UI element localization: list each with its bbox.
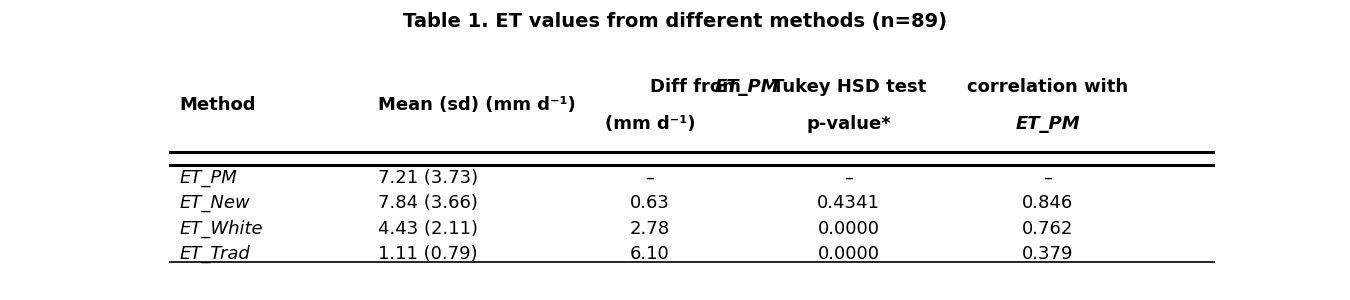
- Text: 1.11 (0.79): 1.11 (0.79): [378, 245, 478, 263]
- Text: Diff from: Diff from: [651, 78, 747, 96]
- Text: 2.78: 2.78: [630, 220, 670, 238]
- Text: Method: Method: [180, 96, 255, 114]
- Text: ET_PM: ET_PM: [716, 78, 779, 96]
- Text: 0.762: 0.762: [1022, 220, 1073, 238]
- Text: –: –: [844, 169, 853, 187]
- Text: Mean (sd) (mm d⁻¹): Mean (sd) (mm d⁻¹): [378, 96, 575, 114]
- Text: ET_New: ET_New: [180, 194, 250, 212]
- Text: 0.63: 0.63: [630, 194, 670, 212]
- Text: correlation with: correlation with: [967, 78, 1129, 96]
- Text: Tukey HSD test: Tukey HSD test: [772, 78, 926, 96]
- Text: 7.21 (3.73): 7.21 (3.73): [378, 169, 478, 187]
- Text: 0.0000: 0.0000: [818, 220, 880, 238]
- Text: 0.4341: 0.4341: [817, 194, 880, 212]
- Text: ET_PM: ET_PM: [1015, 115, 1080, 133]
- Text: –: –: [1044, 169, 1052, 187]
- Text: 0.379: 0.379: [1022, 245, 1073, 263]
- Text: 4.43 (2.11): 4.43 (2.11): [378, 220, 478, 238]
- Text: ET_Trad: ET_Trad: [180, 245, 250, 263]
- Text: 0.846: 0.846: [1022, 194, 1073, 212]
- Text: (mm d⁻¹): (mm d⁻¹): [605, 115, 695, 133]
- Text: 6.10: 6.10: [630, 245, 670, 263]
- Text: 0.0000: 0.0000: [818, 245, 880, 263]
- Text: Table 1. ET values from different methods (n=89): Table 1. ET values from different method…: [404, 12, 946, 31]
- Text: p-value*: p-value*: [806, 115, 891, 133]
- Text: ET_PM: ET_PM: [180, 169, 238, 187]
- Text: ET_White: ET_White: [180, 220, 263, 238]
- Text: –: –: [645, 169, 655, 187]
- Text: 7.84 (3.66): 7.84 (3.66): [378, 194, 478, 212]
